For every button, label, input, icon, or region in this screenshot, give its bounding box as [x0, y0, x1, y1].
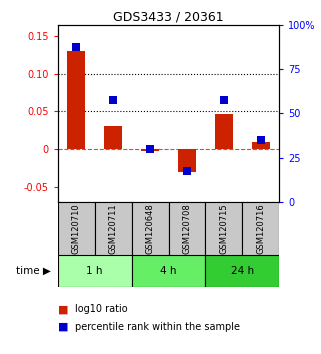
Bar	[132, 202, 169, 255]
Text: GSM120716: GSM120716	[256, 203, 265, 254]
Text: GSM120711: GSM120711	[108, 203, 118, 254]
Bar	[205, 255, 279, 287]
Point	[147, 146, 153, 152]
Bar	[58, 202, 95, 255]
Point	[221, 97, 226, 103]
Bar	[132, 255, 205, 287]
Point	[74, 44, 79, 50]
Bar	[169, 202, 205, 255]
Bar	[104, 126, 122, 149]
Bar	[205, 202, 242, 255]
Text: log10 ratio: log10 ratio	[75, 304, 128, 314]
Point	[258, 137, 263, 143]
Bar	[215, 114, 233, 149]
Text: GSM120715: GSM120715	[219, 203, 229, 254]
Text: ■: ■	[58, 322, 68, 332]
Text: 24 h: 24 h	[231, 266, 254, 276]
Point	[110, 97, 116, 103]
Text: time ▶: time ▶	[16, 266, 51, 276]
Text: GSM120708: GSM120708	[182, 203, 192, 254]
Point	[184, 168, 189, 174]
Text: GSM120648: GSM120648	[145, 203, 155, 254]
Title: GDS3433 / 20361: GDS3433 / 20361	[113, 11, 224, 24]
Text: 1 h: 1 h	[86, 266, 103, 276]
Bar	[95, 202, 132, 255]
Bar	[58, 255, 132, 287]
Bar	[141, 149, 159, 150]
Bar	[242, 202, 279, 255]
Bar	[178, 149, 196, 172]
Bar	[67, 51, 85, 149]
Bar	[252, 142, 270, 149]
Text: ■: ■	[58, 304, 68, 314]
Text: 4 h: 4 h	[160, 266, 177, 276]
Text: GSM120710: GSM120710	[72, 203, 81, 254]
Text: percentile rank within the sample: percentile rank within the sample	[75, 322, 240, 332]
